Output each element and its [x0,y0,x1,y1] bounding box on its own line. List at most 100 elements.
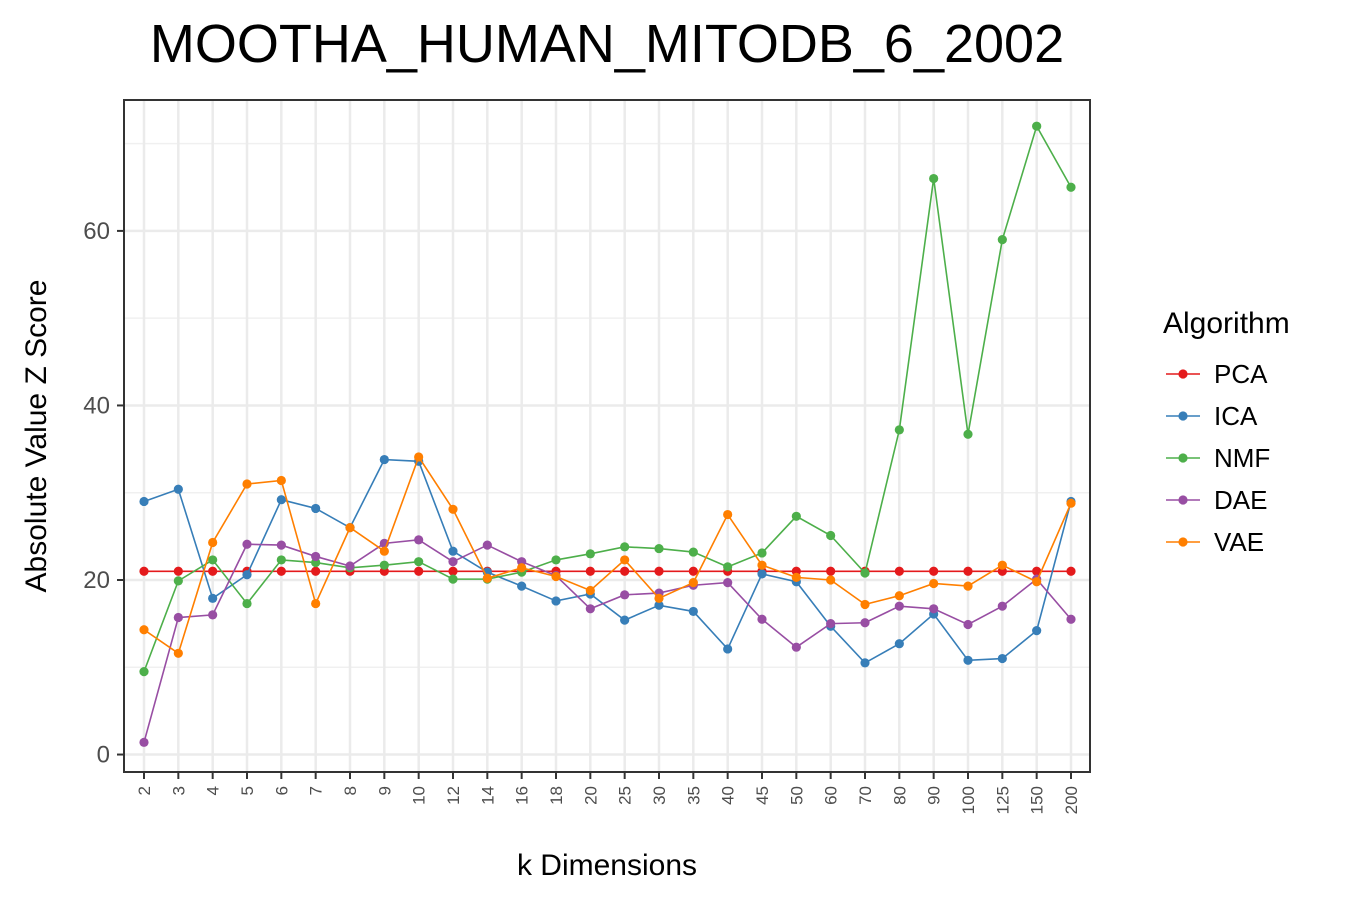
data-point-ica [242,570,252,580]
data-point-dae [208,610,218,620]
data-point-vae [242,479,252,489]
data-point-nmf [1032,121,1042,131]
data-point-pca [929,566,939,576]
data-point-nmf [963,429,973,439]
x-tick-label: 125 [993,786,1012,814]
data-point-ica [723,644,733,654]
legend-label: PCA [1214,359,1268,389]
data-point-ica [517,581,527,591]
series-dae [139,535,1076,747]
data-point-dae [1066,614,1076,624]
data-point-vae [379,546,389,556]
data-point-dae [791,642,801,652]
x-tick-label: 35 [684,786,703,805]
data-point-vae [860,599,870,610]
data-point-vae [276,475,286,486]
data-point-nmf [173,576,183,586]
x-tick-label: 4 [204,786,223,795]
data-point-vae [414,452,424,462]
data-point-vae [757,560,767,570]
data-point-vae [620,555,630,565]
data-point-nmf [929,173,939,184]
data-point-vae [791,572,801,582]
data-point-ica [276,495,286,505]
x-tick-label: 200 [1062,786,1081,814]
data-point-dae [963,619,973,630]
series-line-vae [143,455,1072,655]
x-tick-label: 25 [616,786,635,805]
data-point-dae [242,539,252,549]
legend-key-point [1178,369,1188,379]
series-line-nmf [143,124,1072,672]
x-tick-label: 2 [135,786,154,795]
data-point-nmf [448,574,458,584]
data-point-nmf [139,667,149,677]
x-tick-label: 10 [410,786,429,805]
data-point-dae [345,561,355,571]
data-point-dae [826,619,836,629]
legend-title: Algorithm [1163,307,1290,340]
data-point-vae [139,625,149,635]
data-point-vae [448,504,458,514]
x-tick-label: 150 [1028,786,1047,814]
x-tick-label: 20 [581,786,600,805]
data-point-nmf [860,568,870,578]
data-point-nmf [723,562,733,572]
legend-item-ica: ICA [1166,401,1258,431]
data-point-nmf [585,549,595,559]
x-tick-label: 7 [307,786,326,795]
data-point-nmf [276,555,286,565]
data-point-ica [860,658,870,668]
data-point-vae [585,585,595,596]
data-point-ica [688,606,698,617]
data-point-nmf [1066,182,1076,192]
data-point-ica [448,546,458,556]
data-point-vae [482,573,492,583]
x-tick-label: 50 [787,786,806,805]
data-point-dae [997,601,1007,611]
legend-item-vae: VAE [1166,527,1264,557]
legend-key-point [1178,495,1188,505]
plot-panel-border [123,99,1091,773]
data-point-ica [208,593,218,603]
data-point-vae [1066,498,1076,508]
x-tick-label: 3 [169,786,188,795]
y-axis-title: Absolute Value Z Score [20,280,53,593]
data-point-vae [173,648,183,658]
chart-title: MOOTHA_HUMAN_MITODB_6_2002 [150,14,1064,74]
data-point-vae [688,578,698,588]
data-point-dae [482,540,492,550]
data-point-pca [276,566,286,576]
data-point-nmf [688,547,698,557]
data-point-nmf [620,542,630,552]
data-point-nmf [208,555,218,565]
legend-label: ICA [1214,401,1258,431]
data-point-ica [139,496,149,507]
data-point-dae [311,551,321,562]
data-point-vae [654,593,664,603]
data-point-pca [311,566,321,576]
data-point-vae [1032,577,1042,587]
y-tick-label: 60 [83,218,110,245]
data-point-vae [997,560,1007,570]
y-tick-label: 40 [83,392,110,419]
data-point-ica [757,569,767,579]
data-point-pca [139,566,149,576]
x-axis-title: k Dimensions [517,849,697,882]
legend-item-nmf: NMF [1166,443,1270,473]
data-point-dae [757,614,767,624]
data-point-dae [414,535,424,545]
x-tick-label: 16 [513,786,532,805]
legend-item-dae: DAE [1166,485,1267,515]
data-point-vae [311,598,321,609]
data-point-dae [929,604,939,614]
legend-item-pca: PCA [1166,359,1268,389]
data-point-nmf [997,235,1007,245]
data-point-nmf [551,555,561,565]
x-tick-label: 8 [341,786,360,795]
series-vae [139,452,1076,658]
data-point-pca [414,566,424,576]
data-point-pca [1066,566,1076,576]
data-point-dae [173,612,183,623]
